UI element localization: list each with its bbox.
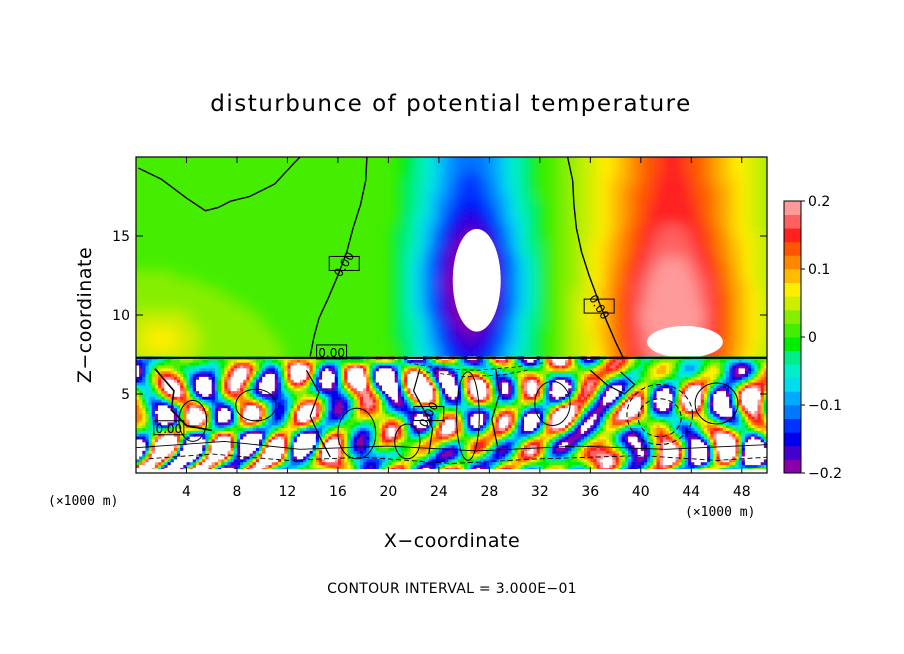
colorbar-segment: [784, 283, 801, 297]
x-tick-label: 8: [232, 484, 241, 500]
x-tick-label: 12: [279, 484, 297, 500]
colorbar-tick-label: −0.1: [808, 398, 842, 414]
x-tick-label: 28: [480, 484, 498, 500]
colorbar-segment: [784, 446, 801, 460]
colorbar-segment: [784, 201, 801, 215]
x-axis-label: X−coordinate: [384, 530, 520, 552]
colorbar-segment: [784, 296, 801, 310]
colorbar-segment: [784, 459, 801, 473]
chart-figure: disturbunce of potential temperature 0.0…: [0, 0, 904, 654]
x-unit-right: (×1000 m): [685, 505, 755, 520]
colorbar-segment: [784, 364, 801, 378]
colorbar-segment: [784, 351, 801, 365]
colorbar-segment: [784, 378, 801, 392]
x-tick-label: 20: [379, 484, 397, 500]
y-tick-label: 15: [112, 229, 130, 245]
upper-field: [123, 137, 780, 375]
cold-core: [453, 229, 501, 332]
x-tick-label: 36: [581, 484, 599, 500]
contour-label: 0.00: [318, 346, 345, 360]
colorbar-segment: [784, 405, 801, 419]
plot-area: 0.000.000.000.00 0.00: [123, 137, 780, 473]
x-unit-left: (×1000 m): [48, 494, 118, 509]
colorbar-segment: [784, 215, 801, 229]
x-tick-label: 32: [531, 484, 549, 500]
colorbar-tick-label: 0.1: [808, 262, 830, 278]
colorbar-segment: [784, 269, 801, 283]
contour-label: 0.00: [155, 422, 182, 436]
colorbar-tick-label: 0.2: [808, 194, 830, 210]
contour-interval-note: CONTOUR INTERVAL = 3.000E−01: [327, 581, 577, 597]
colorbar-segment: [784, 255, 801, 269]
colorbar: 0.2 0.1 0 −0.1 −0.2: [784, 194, 842, 482]
x-tick-label: 44: [682, 484, 700, 500]
colorbar-segment: [784, 432, 801, 446]
colorbar-segment: [784, 310, 801, 324]
colorbar-segment: [784, 323, 801, 337]
colorbar-tick-label: −0.2: [808, 466, 842, 482]
colorbar-segment: [784, 228, 801, 242]
colorbar-tick-label: 0: [808, 330, 817, 346]
x-tick-label: 48: [733, 484, 751, 500]
chart-title: disturbunce of potential temperature: [210, 91, 692, 117]
x-tick-label: 16: [329, 484, 347, 500]
x-tick-label: 24: [430, 484, 448, 500]
y-tick-label: 5: [121, 387, 130, 403]
y-axis-label: Z−coordinate: [74, 247, 96, 383]
colorbar-segment: [784, 337, 801, 351]
y-tick-label: 10: [112, 308, 130, 324]
warm-core: [647, 326, 723, 358]
colorbar-segment: [784, 419, 801, 433]
x-tick-label: 40: [632, 484, 650, 500]
x-tick-label: 4: [182, 484, 191, 500]
colorbar-segment: [784, 391, 801, 405]
colorbar-segment: [784, 242, 801, 256]
